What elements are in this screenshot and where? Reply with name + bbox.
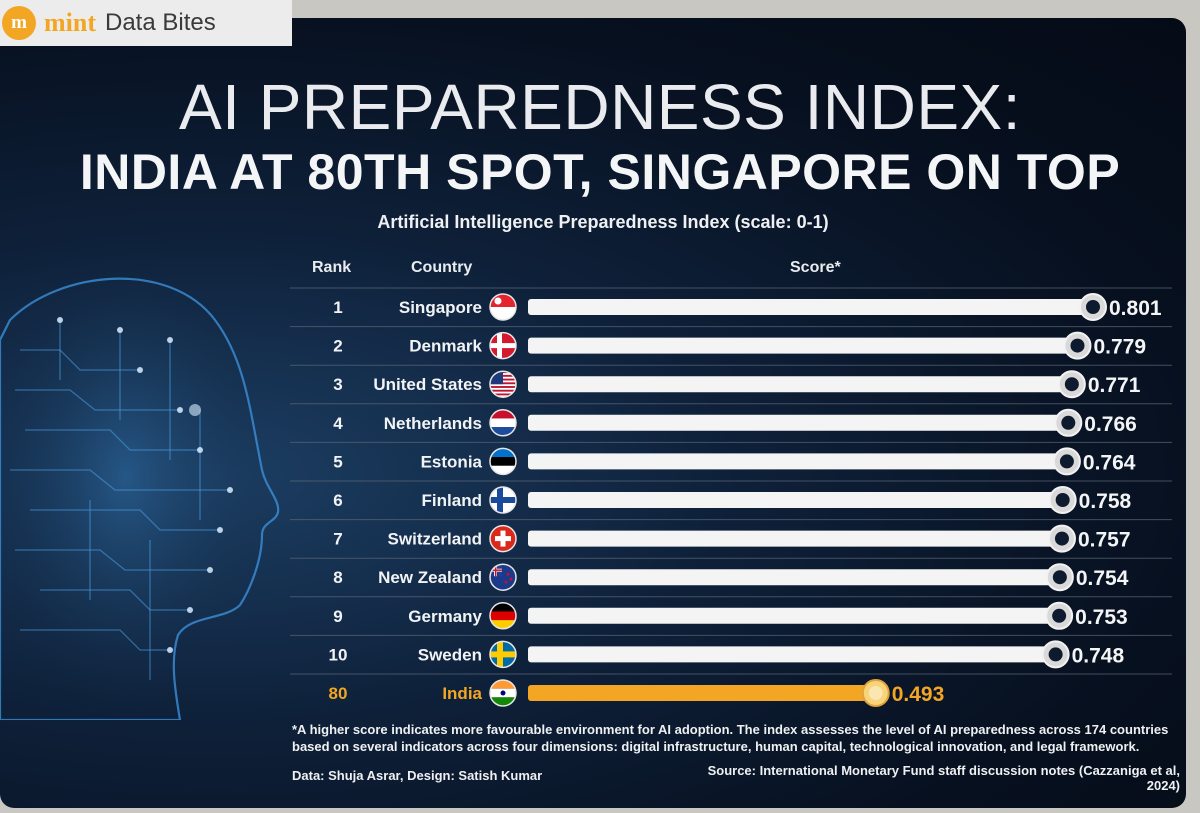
score-value-label: 0.771 — [1088, 374, 1141, 397]
score-bar — [528, 685, 876, 701]
score-value-label: 0.779 — [1093, 336, 1146, 359]
rank-label: 4 — [333, 414, 343, 433]
score-knob-center — [1059, 454, 1074, 469]
score-knob-center — [1070, 338, 1085, 353]
source-note: Source: International Monetary Fund staf… — [707, 763, 1180, 793]
country-label: Estonia — [421, 452, 483, 471]
country-label: Germany — [408, 607, 482, 626]
country-label: Singapore — [399, 298, 482, 317]
rank-label: 3 — [333, 375, 342, 394]
score-value-label: 0.758 — [1079, 490, 1132, 513]
score-bar — [528, 569, 1060, 586]
score-knob-center — [1061, 415, 1076, 430]
score-value-label: 0.754 — [1076, 567, 1129, 590]
score-bar — [528, 607, 1060, 624]
rank-label: 5 — [333, 452, 342, 471]
chart-subtitle: INDIA AT 80TH SPOT, SINGAPORE ON TOP — [79, 144, 1121, 200]
rank-label: 80 — [329, 684, 348, 703]
united-states-flag-icon — [489, 370, 517, 398]
rank-label: 9 — [333, 607, 342, 626]
score-value-label: 0.748 — [1072, 644, 1125, 667]
germany-flag-icon — [489, 602, 517, 630]
score-knob-center — [1052, 608, 1067, 623]
score-knob-center — [1052, 570, 1067, 585]
rank-label: 7 — [333, 530, 342, 549]
sweden-flag-icon — [489, 640, 517, 669]
rank-label: 6 — [333, 491, 342, 510]
rank-label: 8 — [333, 568, 342, 587]
ai-head-illustration-icon — [0, 277, 280, 720]
country-label: Sweden — [418, 645, 482, 664]
score-bar — [528, 453, 1067, 470]
footnote-line-1: *A higher score indicates more favourabl… — [292, 722, 1169, 737]
country-header: Country — [411, 259, 473, 276]
score-value-label: 0.801 — [1109, 297, 1162, 320]
country-label: India — [442, 684, 482, 703]
score-knob-center — [1064, 377, 1079, 392]
score-bar — [528, 414, 1069, 431]
score-value-label: 0.757 — [1078, 529, 1131, 552]
rank-header: Rank — [312, 259, 352, 276]
rank-label: 10 — [329, 645, 348, 664]
score-bar — [528, 530, 1062, 547]
singapore-flag-icon — [489, 293, 517, 321]
score-bar — [528, 376, 1072, 393]
score-value-label: 0.766 — [1084, 413, 1137, 436]
chart-title: AI PREPAREDNESS INDEX: — [178, 71, 1022, 143]
score-knob-center — [1055, 493, 1070, 507]
score-knob-center — [1054, 531, 1069, 546]
mint-logo-icon: m — [2, 6, 36, 40]
india-flag-icon — [489, 679, 517, 707]
score-value-label: 0.753 — [1075, 606, 1128, 629]
country-label: Netherlands — [384, 414, 482, 433]
score-value-label: 0.764 — [1083, 451, 1136, 474]
score-knob-center — [1048, 647, 1063, 662]
new-zealand-flag-icon — [489, 563, 517, 591]
score-bar — [528, 492, 1063, 508]
country-label: Denmark — [409, 337, 482, 356]
denmark-flag-icon — [489, 331, 517, 360]
netherlands-flag-icon — [489, 409, 517, 437]
section-name: Data Bites — [105, 9, 216, 36]
country-label: New Zealand — [378, 568, 482, 587]
brand-name: mint — [44, 8, 96, 37]
score-knob-center — [1086, 300, 1100, 314]
score-header: Score* — [790, 259, 841, 276]
rank-label: 2 — [333, 337, 342, 356]
finland-flag-icon — [489, 486, 517, 514]
score-bar — [528, 646, 1056, 663]
mint-data-bites-badge: m mint Data Bites — [0, 0, 292, 46]
switzerland-flag-icon — [489, 524, 517, 553]
rank-label: 1 — [333, 298, 342, 317]
country-label: Switzerland — [388, 530, 482, 549]
score-bar — [528, 337, 1078, 354]
index-description: Artificial Intelligence Preparedness Ind… — [377, 212, 829, 232]
score-knob-center — [868, 686, 883, 700]
score-bar — [528, 299, 1093, 315]
score-value-label: 0.493 — [892, 683, 945, 706]
estonia-flag-icon — [489, 447, 517, 476]
country-label: Finland — [422, 491, 482, 510]
footnote-line-2: based on several indicators across four … — [292, 739, 1140, 754]
country-label: United States — [373, 375, 482, 394]
credits: Data: Shuja Asrar, Design: Satish Kumar — [292, 768, 543, 783]
